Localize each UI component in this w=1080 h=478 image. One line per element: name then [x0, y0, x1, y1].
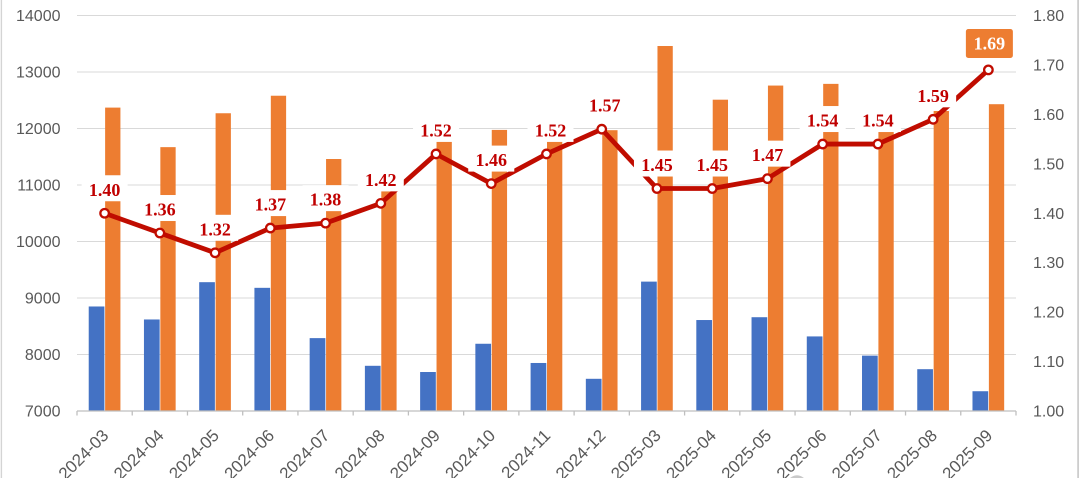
- svg-text:1.40: 1.40: [89, 180, 121, 200]
- svg-text:1.45: 1.45: [696, 155, 728, 175]
- svg-text:1.38: 1.38: [310, 190, 342, 210]
- svg-text:1.57: 1.57: [589, 96, 621, 116]
- svg-text:1.47: 1.47: [752, 145, 784, 165]
- svg-text:1.32: 1.32: [199, 219, 231, 239]
- svg-text:1.54: 1.54: [807, 111, 839, 131]
- svg-text:11000: 11000: [17, 178, 60, 195]
- svg-text:1.00: 1.00: [1033, 404, 1064, 421]
- svg-text:12000: 12000: [16, 121, 61, 138]
- svg-text:1.42: 1.42: [365, 170, 397, 190]
- svg-text:1.59: 1.59: [917, 86, 949, 106]
- svg-text:1.60: 1.60: [1033, 107, 1064, 124]
- svg-text:10000: 10000: [16, 234, 61, 251]
- svg-text:1.54: 1.54: [862, 111, 894, 131]
- svg-text:1.40: 1.40: [1033, 206, 1064, 223]
- svg-text:1.52: 1.52: [535, 120, 567, 140]
- svg-text:9000: 9000: [25, 291, 61, 308]
- svg-text:13000: 13000: [16, 65, 61, 82]
- svg-text:1.69: 1.69: [974, 34, 1006, 54]
- svg-text:14000: 14000: [16, 8, 61, 25]
- svg-text:1.50: 1.50: [1033, 156, 1064, 173]
- svg-text:7000: 7000: [25, 404, 61, 421]
- svg-text:1.46: 1.46: [476, 150, 508, 170]
- svg-text:1.80: 1.80: [1033, 8, 1064, 25]
- svg-text:1.52: 1.52: [420, 120, 452, 140]
- svg-text:1.36: 1.36: [144, 200, 176, 220]
- svg-text:1.37: 1.37: [255, 195, 287, 215]
- svg-text:1.10: 1.10: [1033, 354, 1064, 371]
- svg-text:1.20: 1.20: [1033, 305, 1064, 322]
- svg-text:1.30: 1.30: [1033, 255, 1064, 272]
- svg-text:8000: 8000: [25, 347, 61, 364]
- svg-text:1.70: 1.70: [1033, 57, 1064, 74]
- svg-text:1.45: 1.45: [641, 155, 673, 175]
